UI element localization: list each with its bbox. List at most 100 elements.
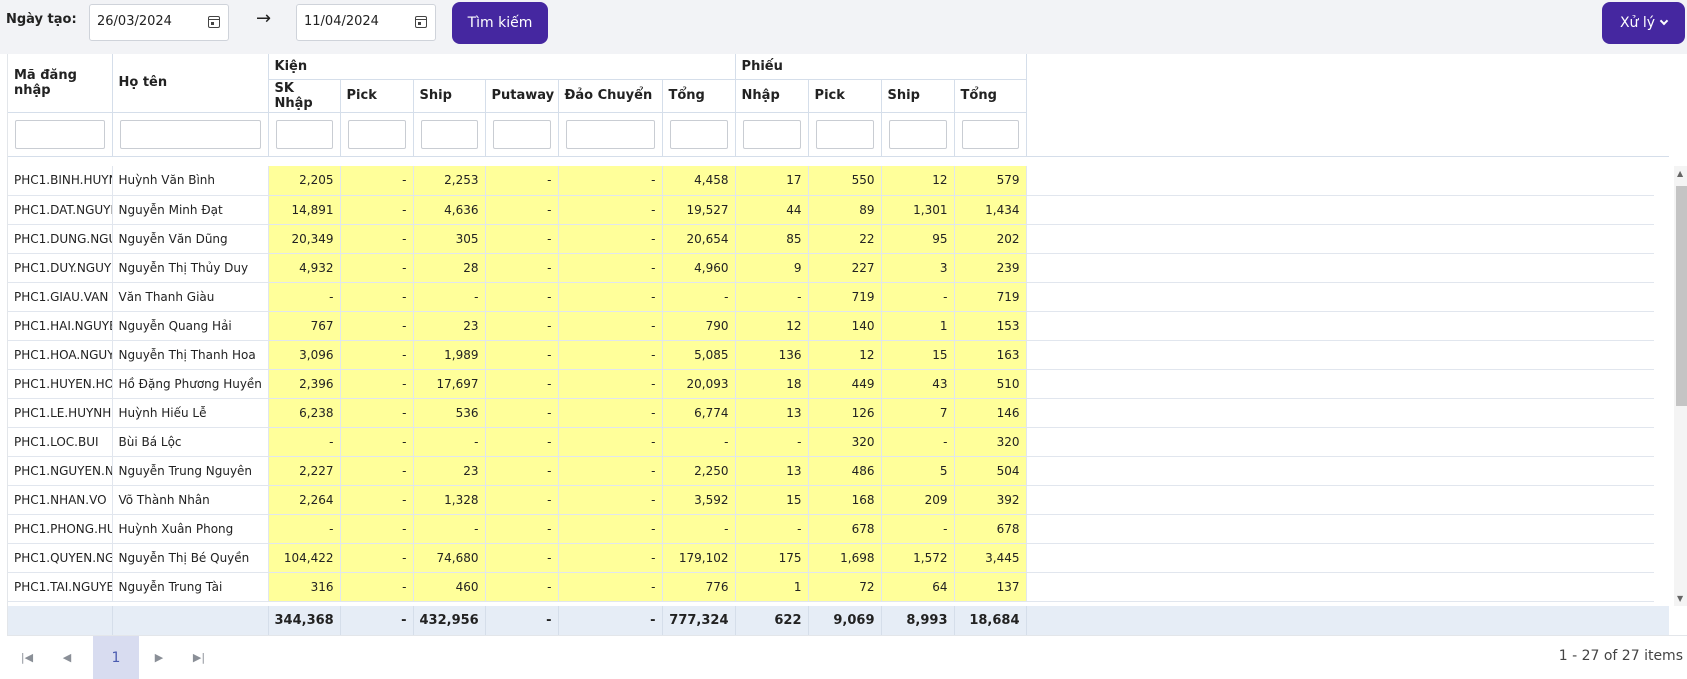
- col-header-phieu-2[interactable]: Ship: [881, 79, 955, 113]
- cell-value: -: [485, 224, 559, 254]
- scroll-up-icon[interactable]: ▲: [1677, 169, 1684, 178]
- column-filter-input[interactable]: [742, 119, 801, 149]
- cell-value: 137: [954, 572, 1027, 602]
- cell-value: -: [558, 166, 663, 196]
- cell-value: -: [558, 398, 663, 428]
- cell-login: PHC1.LOC.BUI: [8, 427, 113, 457]
- cell-value: 320: [954, 427, 1027, 457]
- col-header-kien-1[interactable]: Pick: [340, 79, 414, 113]
- footer-spacer: [1026, 606, 1669, 635]
- column-filter-input[interactable]: [119, 119, 261, 149]
- column-filter-input[interactable]: [15, 119, 105, 149]
- col-header-phieu-0[interactable]: Nhập: [735, 79, 809, 113]
- cell-value: -: [485, 166, 559, 196]
- column-filter-input[interactable]: [669, 119, 728, 149]
- prev-page-icon[interactable]: ◀: [62, 651, 72, 664]
- cell-value: 168: [808, 485, 882, 515]
- cell-value: -: [340, 456, 414, 486]
- cell-value: 316: [268, 572, 341, 602]
- scrollbar-thumb[interactable]: [1676, 186, 1687, 406]
- cell-login: PHC1.PHONG.HUYNH: [8, 514, 113, 544]
- total-cell: -: [558, 606, 663, 635]
- scroll-down-icon[interactable]: ▼: [1677, 594, 1684, 603]
- col-header-kien-3[interactable]: Putaway: [485, 79, 559, 113]
- filter-toolbar: Ngày tạo: 26/03/2024 → 11/04/2024 Tìm ki…: [0, 0, 1687, 54]
- column-filter-input[interactable]: [492, 119, 551, 149]
- last-page-icon[interactable]: ▶|: [192, 651, 206, 664]
- column-filter-input[interactable]: [888, 119, 947, 149]
- cell-name: Nguyễn Quang Hải: [112, 311, 269, 341]
- total-cell: 18,684: [954, 606, 1027, 635]
- row-spacer: [1026, 398, 1654, 428]
- table-row[interactable]: PHC1.GIAU.VAN Văn Thanh Giàu - - - - - - -719-71…: [8, 282, 1654, 312]
- filter-cell: [735, 112, 809, 157]
- report-grid: Mã đăng nhập Họ tên Kiện Phiếu SK Nhập Pi…: [7, 54, 1687, 635]
- table-row[interactable]: PHC1.TAI.NGUYENNguyễn Trung Tài316-460--…: [8, 572, 1654, 602]
- cell-name: Huỳnh Văn Bình: [112, 166, 269, 196]
- col-header-kien-0[interactable]: SK Nhập: [268, 79, 341, 113]
- cell-name: Huỳnh Hiếu Lễ: [112, 398, 269, 428]
- cell-value: 449: [808, 369, 882, 399]
- col-header-name[interactable]: Họ tên: [112, 54, 269, 113]
- column-filter-input[interactable]: [815, 119, 874, 149]
- cell-value: -: [485, 253, 559, 283]
- cell-login: PHC1.NHAN.VO: [8, 485, 113, 515]
- cell-value: -: [340, 224, 414, 254]
- from-date-input[interactable]: 26/03/2024: [89, 4, 229, 41]
- filter-cell: [340, 112, 414, 157]
- row-spacer: [1026, 485, 1654, 515]
- cell-value: 12: [735, 311, 809, 341]
- col-header-phieu-3[interactable]: Tổng: [954, 79, 1027, 113]
- group-header-phieu: Phiếu: [735, 54, 1027, 80]
- column-filter-input[interactable]: [420, 119, 478, 149]
- table-row[interactable]: PHC1.HAI.NGUYENNguyễn Quang Hải767-23--7…: [8, 311, 1654, 341]
- cell-login: PHC1.DUY.NGUYEN: [8, 253, 113, 283]
- action-dropdown-button[interactable]: Xử lý: [1602, 2, 1685, 44]
- col-header-kien-5[interactable]: Tổng: [662, 79, 736, 113]
- table-row[interactable]: PHC1.LE.HUYNH Huỳnh Hiếu Lễ 6,238-536- -6,7…: [8, 398, 1654, 428]
- arrow-right-icon: →: [256, 8, 272, 29]
- next-page-icon[interactable]: ▶: [154, 651, 164, 664]
- cell-value: -: [558, 485, 663, 515]
- cell-name: Nguyễn Thị Thủy Duy: [112, 253, 269, 283]
- vertical-scrollbar[interactable]: ▲ ▼: [1674, 166, 1687, 606]
- col-header-login[interactable]: Mã đăng nhập: [8, 54, 113, 113]
- table-row[interactable]: PHC1.NHAN.VO Võ Thành Nhân 2,264-1,328- -3,…: [8, 485, 1654, 515]
- page-number-1[interactable]: 1: [93, 636, 139, 679]
- cell-value: -: [340, 311, 414, 341]
- row-spacer: [1026, 369, 1654, 399]
- col-header-kien-2[interactable]: Ship: [413, 79, 486, 113]
- row-spacer: [1026, 311, 1654, 341]
- column-filter-input[interactable]: [275, 119, 333, 149]
- cell-value: 104,422: [268, 543, 341, 573]
- table-row[interactable]: PHC1.QUYEN.NGUYENNguyễn Thị Bé Quyền104,…: [8, 543, 1654, 573]
- table-row[interactable]: PHC1.DAT.NGUYENNguyễn Minh Đạt14,891-4,6…: [8, 195, 1654, 225]
- cell-value: 163: [954, 340, 1027, 370]
- cell-login: PHC1.GIAU.VAN: [8, 282, 113, 312]
- table-row[interactable]: PHC1.DUNG.NGUYENNguyễn Văn Dũng20,349-30…: [8, 224, 1654, 254]
- col-header-phieu-1[interactable]: Pick: [808, 79, 882, 113]
- column-filter-input[interactable]: [565, 119, 655, 149]
- calendar-icon[interactable]: [208, 16, 220, 28]
- to-date-input[interactable]: 11/04/2024: [296, 4, 436, 41]
- cell-value: -: [340, 195, 414, 225]
- cell-name: Hồ Đặng Phương Huyền: [112, 369, 269, 399]
- table-row[interactable]: PHC1.LOC.BUI Bùi Bá Lộc - - - - - - -320-320: [8, 427, 1654, 457]
- cell-value: 2,227: [268, 456, 341, 486]
- table-row[interactable]: PHC1.HOA.NGUYENNguyễn Thị Thanh Hoa3,096…: [8, 340, 1654, 370]
- search-button[interactable]: Tìm kiếm: [452, 2, 548, 44]
- calendar-icon[interactable]: [415, 16, 427, 28]
- cell-value: 4,960: [662, 253, 736, 283]
- first-page-icon[interactable]: |◀: [20, 651, 34, 664]
- cell-value: -: [485, 398, 559, 428]
- table-row[interactable]: PHC1.NGUYEN.NGUYENNguyễn Trung Nguyên2,2…: [8, 456, 1654, 486]
- col-header-kien-4[interactable]: Đảo Chuyển: [558, 79, 663, 113]
- table-row[interactable]: PHC1.HUYEN.HO Hồ Đặng Phương Huyền 2,396-1…: [8, 369, 1654, 399]
- row-spacer: [1026, 456, 1654, 486]
- column-filter-input[interactable]: [347, 119, 406, 149]
- column-filter-input[interactable]: [961, 119, 1019, 149]
- table-row[interactable]: PHC1.DUY.NGUYENNguyễn Thị Thủy Duy4,932-…: [8, 253, 1654, 283]
- cell-value: 320: [808, 427, 882, 457]
